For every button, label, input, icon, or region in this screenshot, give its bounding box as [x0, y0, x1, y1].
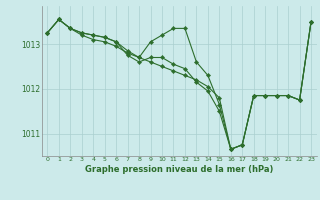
X-axis label: Graphe pression niveau de la mer (hPa): Graphe pression niveau de la mer (hPa)	[85, 165, 273, 174]
